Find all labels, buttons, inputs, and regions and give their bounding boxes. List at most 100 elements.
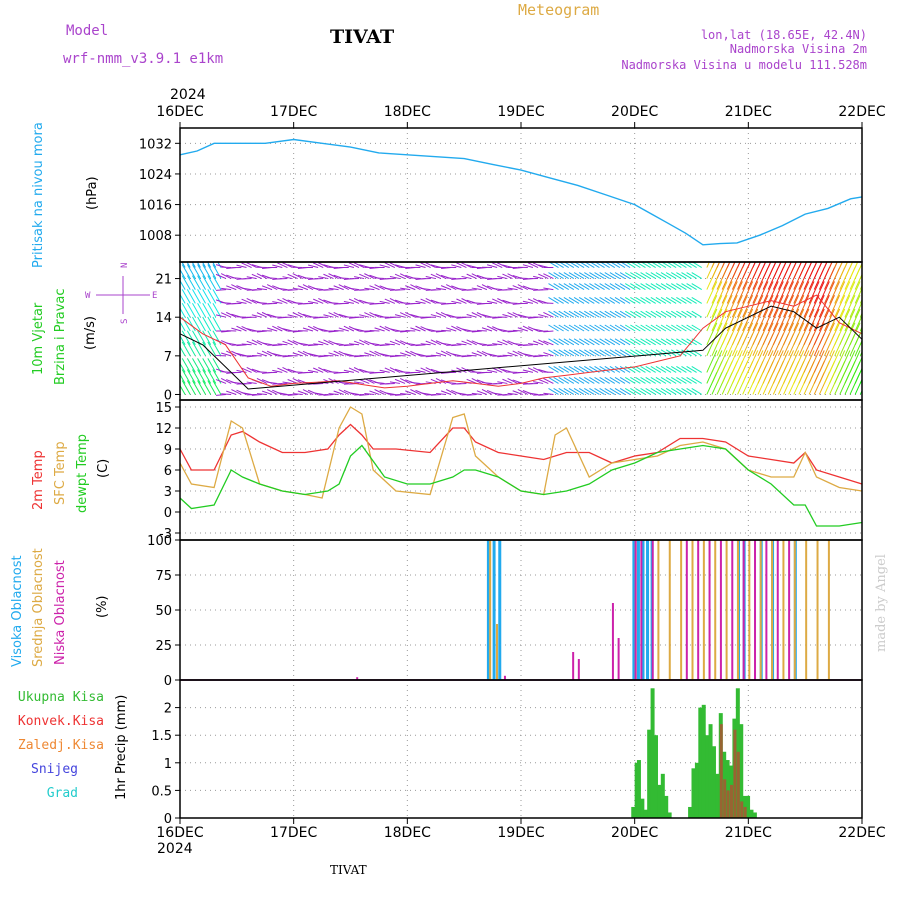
wind-barb	[646, 366, 656, 372]
wind-barb	[630, 388, 640, 394]
time-tick-top-4: 20DEC	[611, 104, 658, 120]
wind-barb	[799, 246, 809, 268]
wind-barb	[814, 281, 824, 303]
precip-bar-conv	[720, 724, 723, 818]
temp2m-label: 2m Temp	[31, 450, 46, 510]
wind-barb	[845, 257, 855, 279]
wind-barb	[492, 288, 502, 289]
time-tick-top-3: 19DEC	[497, 104, 544, 120]
wind-barb	[778, 309, 788, 331]
wind-barb	[221, 302, 231, 303]
time-tick-top-5: 21DEC	[725, 104, 772, 120]
wind-barb	[768, 281, 778, 303]
wind-barb	[533, 263, 543, 268]
wind-barb	[339, 351, 349, 356]
wind-barb	[738, 246, 748, 268]
wind-barb	[441, 330, 451, 331]
sfctemp-label: SFC Temp	[53, 441, 68, 505]
wind-barb	[651, 311, 661, 317]
wind-barb	[641, 284, 651, 290]
wind-barb	[835, 323, 845, 345]
time-tick-top-0: 16DEC	[156, 104, 203, 120]
compass-w: W	[85, 291, 91, 301]
cloud-bar-mid	[703, 540, 705, 680]
wind-barb	[569, 350, 579, 356]
wind-barb	[620, 339, 630, 345]
wind-barb	[666, 366, 676, 372]
wind-barb	[661, 339, 671, 345]
compass-e: E	[152, 291, 157, 301]
wind-barb	[717, 246, 727, 268]
wind-barb	[231, 382, 241, 383]
wind-barb	[692, 284, 702, 290]
wind-barb	[584, 284, 594, 290]
wind-barb	[559, 284, 569, 290]
meteogram-title: Meteogram	[518, 1, 599, 19]
wind-barb	[589, 350, 599, 356]
wind-barb	[559, 388, 569, 394]
wind-barb	[313, 288, 323, 289]
wind-unit: (m/s)	[83, 316, 98, 350]
wind-barb	[671, 273, 681, 279]
wind-barb	[671, 297, 681, 303]
wind-barb	[830, 281, 840, 303]
wind-barb	[584, 377, 594, 383]
time-tick-bottom-3: 19DEC	[497, 825, 544, 841]
wind-label-2: Brzina i Pravac	[53, 288, 68, 385]
cloud-bar-mid	[489, 540, 491, 680]
precip-bar-total	[746, 796, 750, 818]
precip-bar-conv	[723, 779, 726, 818]
wind-barb	[625, 377, 635, 383]
wind-barb	[789, 281, 799, 303]
wind-barb	[172, 254, 180, 268]
wind-barb	[789, 257, 799, 279]
ytick-label: 1008	[139, 229, 172, 244]
wind-barb	[354, 263, 364, 268]
altitude-info: Nadmorska Visina 2m	[730, 42, 867, 56]
wind-barb	[554, 284, 564, 290]
wind-barb	[671, 377, 681, 383]
wind-barb	[727, 295, 737, 317]
pressure-label: Pritisak na nivou mora	[31, 122, 46, 268]
year-top: 2024	[170, 87, 206, 103]
wind-barb	[666, 325, 676, 331]
wind-barb	[687, 284, 697, 290]
wind-barb	[257, 303, 267, 304]
ytick-label: 1	[164, 757, 172, 772]
wind-barb	[385, 288, 395, 289]
cloud-bar-mid	[714, 540, 716, 680]
wind-barb	[579, 339, 589, 345]
precip-bar-total	[657, 785, 661, 818]
wind-barb	[641, 273, 651, 279]
wind-barb	[809, 246, 819, 268]
wind-barb	[554, 388, 564, 394]
wind-barb	[554, 366, 564, 372]
wind-barb	[753, 257, 763, 279]
wind-barb	[559, 325, 569, 331]
wind-barb	[661, 297, 671, 303]
wind-barb	[687, 388, 697, 394]
wind-barb	[651, 388, 661, 394]
wind-barb	[814, 323, 824, 345]
wind-barb	[615, 388, 625, 394]
wind-barb	[794, 281, 804, 303]
wind-barb	[778, 323, 788, 345]
wind-barb	[549, 297, 559, 303]
precip-bar-total	[664, 796, 668, 818]
wind-barb	[172, 265, 180, 279]
wind-barb	[589, 339, 599, 345]
wind-barb	[528, 289, 538, 290]
wind-barb	[773, 309, 783, 331]
temp-unit: (C)	[96, 459, 111, 478]
wind-barb	[595, 377, 605, 383]
wind-barb	[692, 388, 702, 394]
wind-barb	[732, 295, 742, 317]
cloud-bar-low	[777, 540, 779, 680]
wind-barb	[579, 284, 589, 290]
wind-barb	[369, 343, 379, 345]
wind-barb	[538, 290, 548, 291]
wind-barb	[840, 295, 850, 317]
panel-pressure: 1008101610241032	[139, 128, 862, 262]
precip-legend: Ukupna Kisa Konvek.Kisa Zaledj.Kisa Snij…	[18, 690, 129, 801]
wind-barb	[830, 257, 840, 279]
